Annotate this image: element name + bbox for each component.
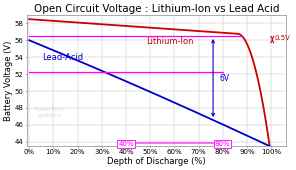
Text: 80%: 80% xyxy=(215,141,231,147)
Text: systems: systems xyxy=(38,113,62,118)
Text: 40%: 40% xyxy=(118,141,134,147)
Text: PowerTech: PowerTech xyxy=(34,107,65,112)
Title: Open Circuit Voltage : Lithium-Ion vs Lead Acid: Open Circuit Voltage : Lithium-Ion vs Le… xyxy=(33,4,279,14)
Text: Lead-Acid: Lead-Acid xyxy=(43,53,84,62)
Text: 6V: 6V xyxy=(219,74,229,83)
Text: Lithium-Ion: Lithium-Ion xyxy=(146,37,193,46)
Y-axis label: Battery Voltage (V): Battery Voltage (V) xyxy=(4,40,13,121)
Text: 0.5V: 0.5V xyxy=(275,35,291,41)
X-axis label: Depth of Discharge (%): Depth of Discharge (%) xyxy=(107,157,205,166)
